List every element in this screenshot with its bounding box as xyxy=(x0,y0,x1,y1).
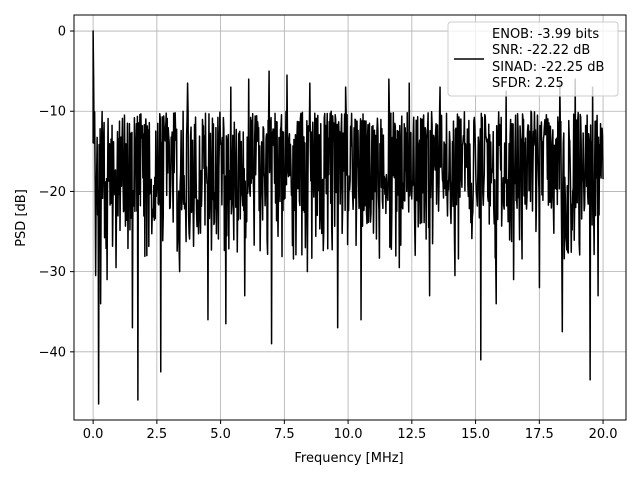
x-axis-ticks: 0.0 2.5 5.0 7.5 10.0 12.5 15.0 17.5 20.0 xyxy=(83,420,618,442)
x-tick-label: 10.0 xyxy=(334,427,363,442)
y-tick-label: −20 xyxy=(39,185,66,200)
y-tick-label: 0 xyxy=(58,25,66,40)
x-tick-label: 20.0 xyxy=(589,427,618,442)
psd-series-line xyxy=(92,30,604,405)
y-axis-label: PSD [dB] xyxy=(14,189,29,247)
x-axis-label: Frequency [MHz] xyxy=(294,451,403,466)
x-tick-label: 5.0 xyxy=(210,427,231,442)
x-tick-label: 0.0 xyxy=(83,427,104,442)
y-tick-label: −30 xyxy=(39,265,66,280)
legend-line-enob: ENOB: -3.99 bits xyxy=(492,27,599,42)
x-tick-label: 15.0 xyxy=(461,427,490,442)
x-tick-label: 12.5 xyxy=(397,427,426,442)
y-tick-label: −40 xyxy=(39,345,66,360)
legend-line-sfdr: SFDR: 2.25 xyxy=(492,76,564,91)
legend-box xyxy=(447,21,619,97)
x-tick-label: 7.5 xyxy=(274,427,295,442)
x-tick-label: 2.5 xyxy=(147,427,168,442)
legend-line-snr: SNR: -22.22 dB xyxy=(492,43,590,58)
y-axis-ticks: 0 −10 −20 −30 −40 xyxy=(39,25,74,360)
plot-frame xyxy=(73,14,627,421)
legend-line-sinad: SINAD: -22.25 dB xyxy=(492,60,604,75)
x-tick-label: 17.5 xyxy=(525,427,554,442)
y-tick-label: −10 xyxy=(39,105,66,120)
legend: ENOB: -3.99 bits SNR: -22.22 dB SINAD: -… xyxy=(447,21,619,97)
